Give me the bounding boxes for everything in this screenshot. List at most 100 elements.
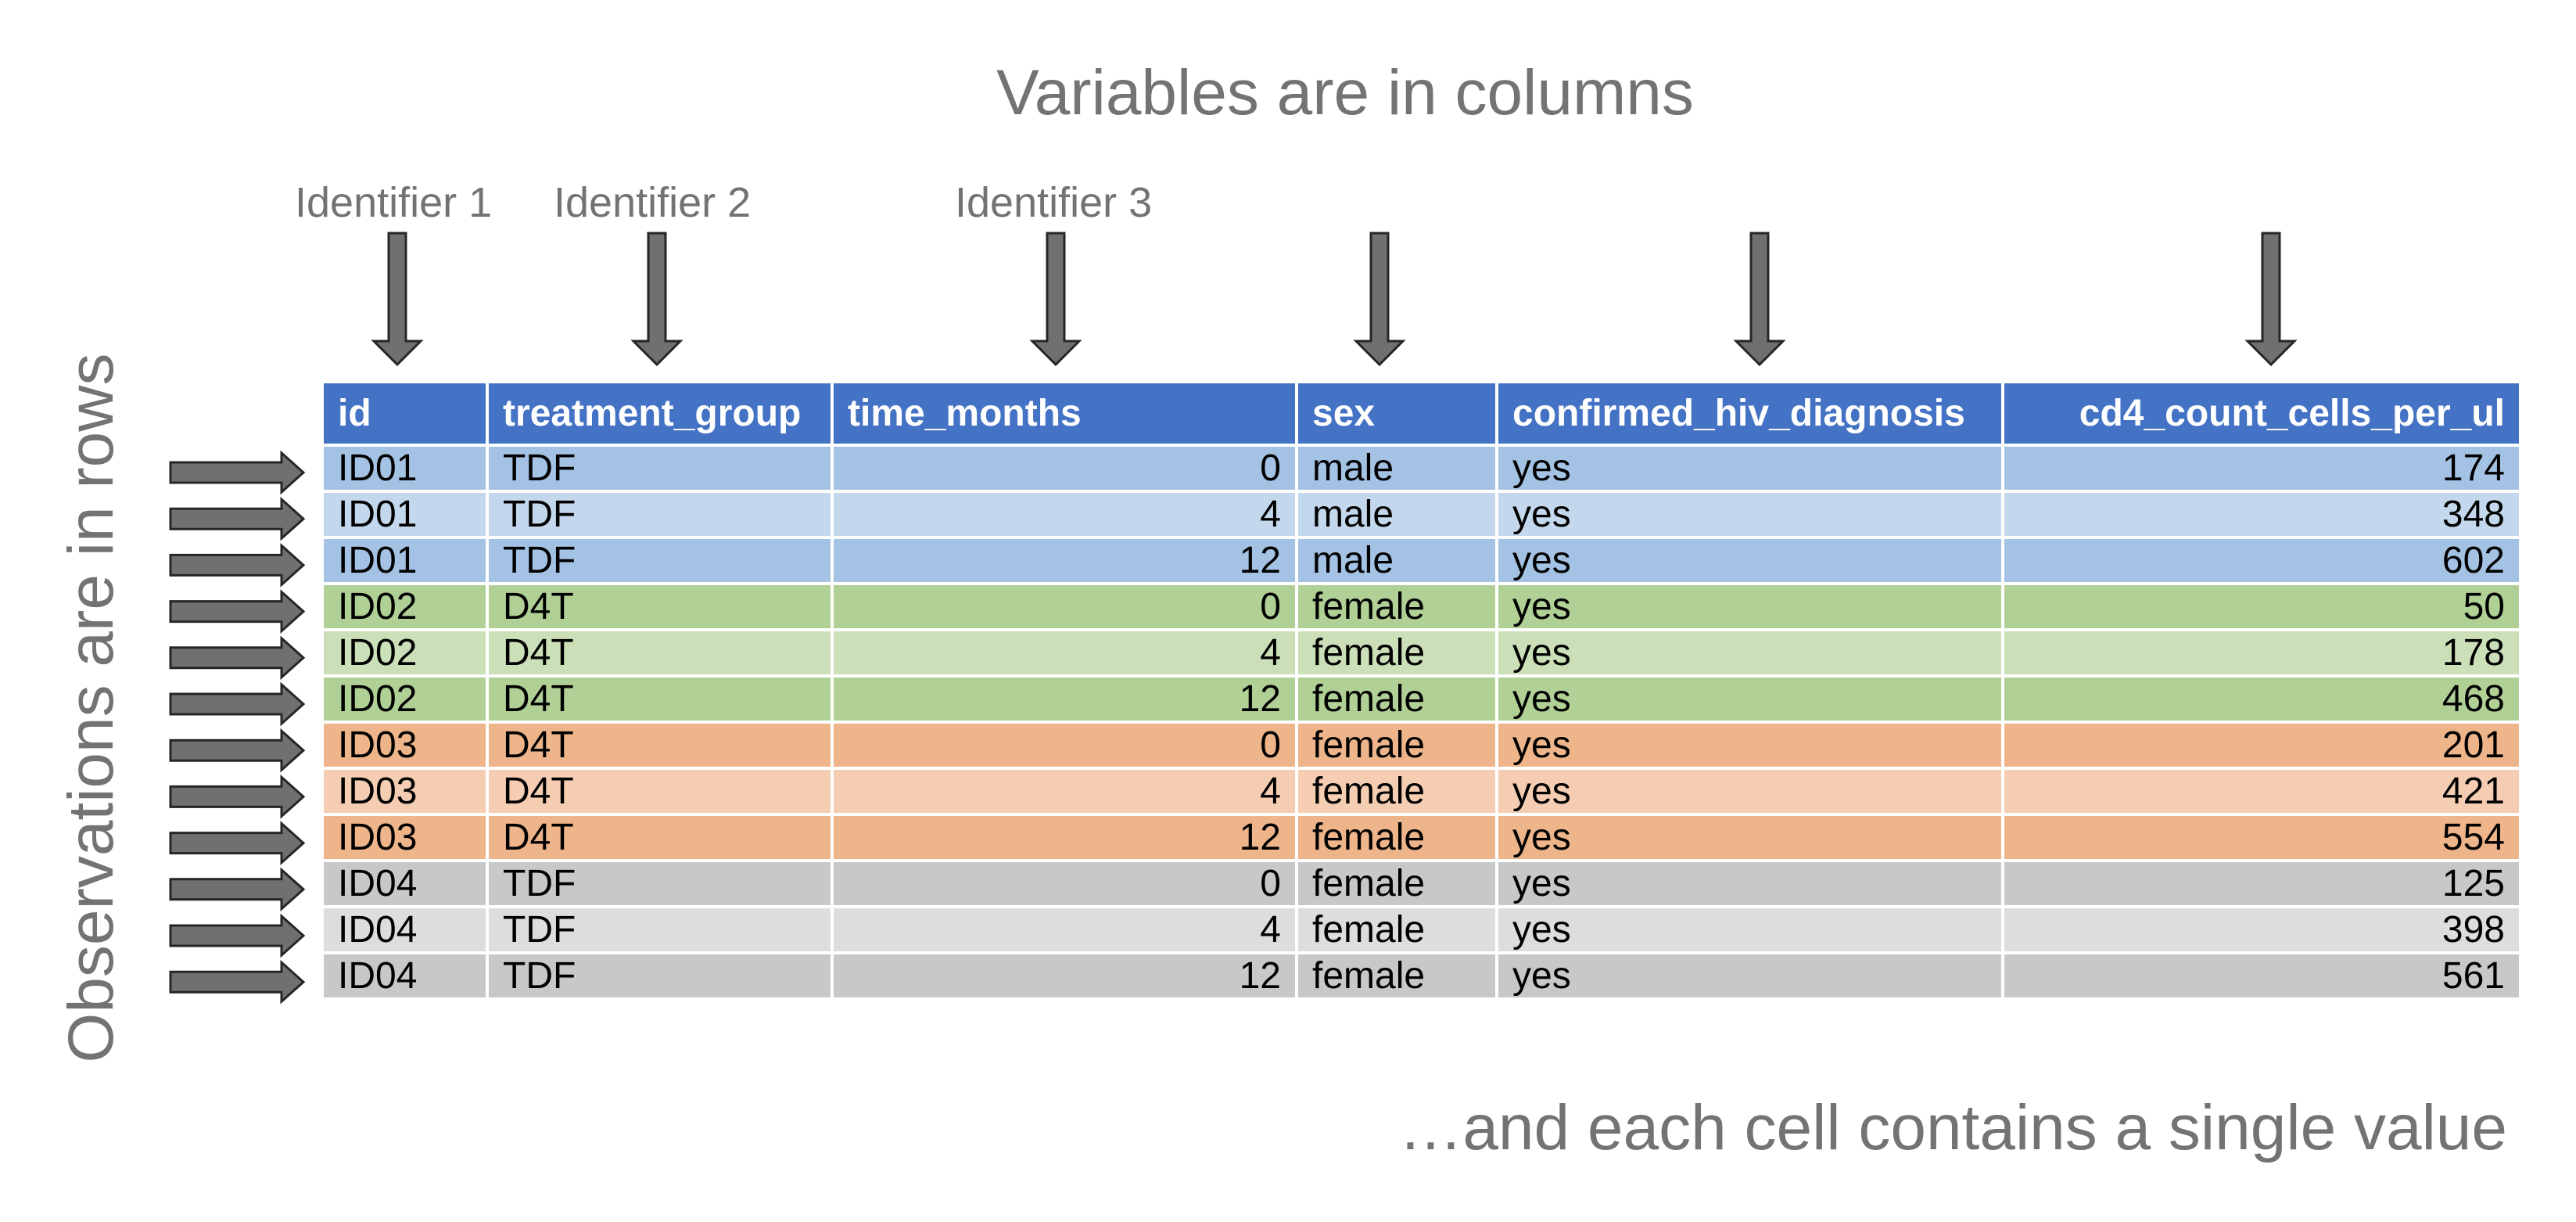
table-cell: ID02 <box>321 628 489 677</box>
table-cell: 12 <box>831 674 1298 724</box>
column-header-sex: sex <box>1295 383 1498 447</box>
right-arrow-icon <box>169 867 306 912</box>
data-table: id treatment_group time_months sex confi… <box>321 383 2522 1001</box>
table-cell: female <box>1295 859 1498 908</box>
table-cell: TDF <box>486 536 834 585</box>
table-cell: 4 <box>831 905 1298 954</box>
table-cell: 12 <box>831 813 1298 862</box>
table-row: ID02 D4T 0 female yes 50 <box>321 582 2522 631</box>
table-header-row: id treatment_group time_months sex confi… <box>321 383 2522 447</box>
table-row: ID04 TDF 4 female yes 398 <box>321 905 2522 954</box>
table-cell: ID01 <box>321 444 489 493</box>
identifier-1-label: Identifier 1 <box>295 179 493 226</box>
table-cell: ID01 <box>321 536 489 585</box>
table-row: ID03 D4T 12 female yes 554 <box>321 813 2522 862</box>
table-row: ID03 D4T 0 female yes 201 <box>321 721 2522 770</box>
table-cell: yes <box>1495 444 2004 493</box>
table-cell: 348 <box>2001 490 2522 539</box>
right-arrow-icon <box>169 959 306 1005</box>
right-arrow-icon <box>169 913 306 958</box>
table-cell: ID02 <box>321 674 489 724</box>
table-cell: yes <box>1495 859 2004 908</box>
table-cell: yes <box>1495 767 2004 816</box>
table-cell: female <box>1295 767 1498 816</box>
table-cell: ID04 <box>321 951 489 1001</box>
table-cell: 468 <box>2001 674 2522 724</box>
table-cell: female <box>1295 905 1498 954</box>
table-row: ID01 TDF 4 male yes 348 <box>321 490 2522 539</box>
table-cell: D4T <box>486 767 834 816</box>
table-row: ID02 D4T 12 female yes 468 <box>321 674 2522 724</box>
table-row: ID01 TDF 12 male yes 602 <box>321 536 2522 585</box>
table-cell: 201 <box>2001 721 2522 770</box>
table-cell: ID03 <box>321 721 489 770</box>
column-header-time-months: time_months <box>831 383 1298 447</box>
table-row: ID04 TDF 12 female yes 561 <box>321 951 2522 1001</box>
table-cell: yes <box>1495 721 2004 770</box>
table-cell: 174 <box>2001 444 2522 493</box>
table-cell: 602 <box>2001 536 2522 585</box>
table-cell: D4T <box>486 721 834 770</box>
right-arrow-icon <box>169 728 306 773</box>
row-arrows <box>169 450 306 1005</box>
right-arrow-icon <box>169 589 306 634</box>
table-cell: female <box>1295 674 1498 724</box>
down-arrow-icon <box>1029 232 1082 367</box>
table-cell: female <box>1295 628 1498 677</box>
table-cell: 0 <box>831 582 1298 631</box>
table-cell: 12 <box>831 536 1298 585</box>
table-cell: yes <box>1495 490 2004 539</box>
right-arrow-icon <box>169 543 306 588</box>
footer-note: …and each cell contains a single value <box>1398 1092 2507 1163</box>
right-arrow-icon <box>169 450 306 495</box>
table-cell: yes <box>1495 536 2004 585</box>
table-cell: D4T <box>486 582 834 631</box>
table-cell: 0 <box>831 859 1298 908</box>
down-arrow-icon <box>371 232 424 367</box>
table-cell: TDF <box>486 444 834 493</box>
table-cell: 0 <box>831 721 1298 770</box>
table-cell: female <box>1295 582 1498 631</box>
identifier-2-label: Identifier 2 <box>554 179 752 226</box>
table-cell: male <box>1295 490 1498 539</box>
table-cell: 4 <box>831 490 1298 539</box>
table-row: ID03 D4T 4 female yes 421 <box>321 767 2522 816</box>
table-cell: yes <box>1495 813 2004 862</box>
table-row: ID04 TDF 0 female yes 125 <box>321 859 2522 908</box>
table-cell: ID03 <box>321 813 489 862</box>
table-cell: TDF <box>486 905 834 954</box>
table-row: ID02 D4T 4 female yes 178 <box>321 628 2522 677</box>
down-arrow-icon <box>1353 232 1406 367</box>
table-cell: yes <box>1495 628 2004 677</box>
table-cell: 50 <box>2001 582 2522 631</box>
table-cell: yes <box>1495 905 2004 954</box>
table-cell: D4T <box>486 674 834 724</box>
table-cell: ID04 <box>321 905 489 954</box>
down-arrow-icon <box>2244 232 2298 367</box>
right-arrow-icon <box>169 681 306 727</box>
table-cell: 421 <box>2001 767 2522 816</box>
down-arrow-icon <box>630 232 683 367</box>
right-arrow-icon <box>169 496 306 541</box>
table-cell: ID04 <box>321 859 489 908</box>
column-header-id: id <box>321 383 489 447</box>
table-cell: 398 <box>2001 905 2522 954</box>
identifier-3-label: Identifier 3 <box>955 179 1153 226</box>
table-cell: yes <box>1495 951 2004 1001</box>
column-header-confirmed-hiv-diagnosis: confirmed_hiv_diagnosis <box>1495 383 2004 447</box>
table-cell: male <box>1295 536 1498 585</box>
table-cell: 4 <box>831 628 1298 677</box>
right-arrow-icon <box>169 821 306 865</box>
table-cell: yes <box>1495 582 2004 631</box>
table-cell: D4T <box>486 628 834 677</box>
table-cell: 125 <box>2001 859 2522 908</box>
table-cell: ID01 <box>321 490 489 539</box>
table-cell: female <box>1295 721 1498 770</box>
table-cell: yes <box>1495 674 2004 724</box>
table-cell: D4T <box>486 813 834 862</box>
down-arrow-icon <box>1733 232 1786 367</box>
table-cell: 561 <box>2001 951 2522 1001</box>
table-cell: 0 <box>831 444 1298 493</box>
rows-label: Observations are in rows <box>56 353 127 1063</box>
